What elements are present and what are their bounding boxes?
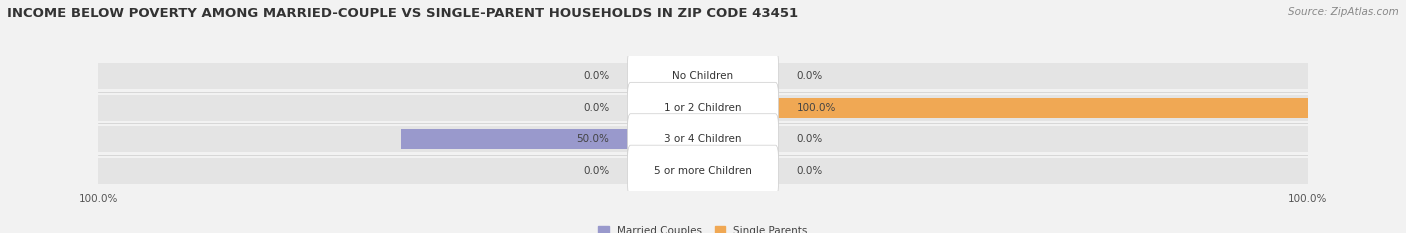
Text: 0.0%: 0.0% [583, 71, 609, 81]
Bar [401, 130, 703, 149]
Text: 0.0%: 0.0% [797, 134, 823, 144]
Legend: Married Couples, Single Parents: Married Couples, Single Parents [599, 226, 807, 233]
Text: 0.0%: 0.0% [797, 71, 823, 81]
Text: 100.0%: 100.0% [797, 103, 837, 113]
Text: No Children: No Children [672, 71, 734, 81]
Bar [98, 126, 1308, 152]
FancyBboxPatch shape [627, 82, 779, 133]
Bar [98, 95, 1308, 121]
FancyBboxPatch shape [627, 51, 779, 102]
Text: 0.0%: 0.0% [583, 166, 609, 176]
Text: INCOME BELOW POVERTY AMONG MARRIED-COUPLE VS SINGLE-PARENT HOUSEHOLDS IN ZIP COD: INCOME BELOW POVERTY AMONG MARRIED-COUPL… [7, 7, 799, 20]
Bar [98, 63, 1308, 89]
Text: 5 or more Children: 5 or more Children [654, 166, 752, 176]
FancyBboxPatch shape [627, 114, 779, 165]
Text: 0.0%: 0.0% [797, 166, 823, 176]
Text: 0.0%: 0.0% [583, 103, 609, 113]
Text: 50.0%: 50.0% [576, 134, 609, 144]
FancyBboxPatch shape [627, 145, 779, 196]
Bar [98, 158, 1308, 184]
Bar [703, 98, 1308, 117]
Text: 3 or 4 Children: 3 or 4 Children [664, 134, 742, 144]
Text: 1 or 2 Children: 1 or 2 Children [664, 103, 742, 113]
Text: Source: ZipAtlas.com: Source: ZipAtlas.com [1288, 7, 1399, 17]
